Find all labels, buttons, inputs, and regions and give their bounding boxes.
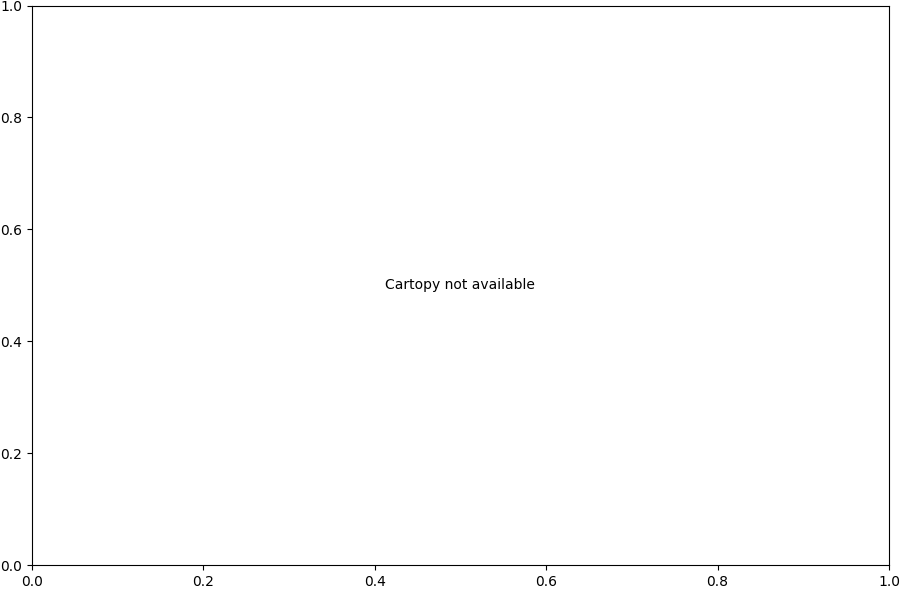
Text: Cartopy not available: Cartopy not available — [385, 279, 536, 292]
